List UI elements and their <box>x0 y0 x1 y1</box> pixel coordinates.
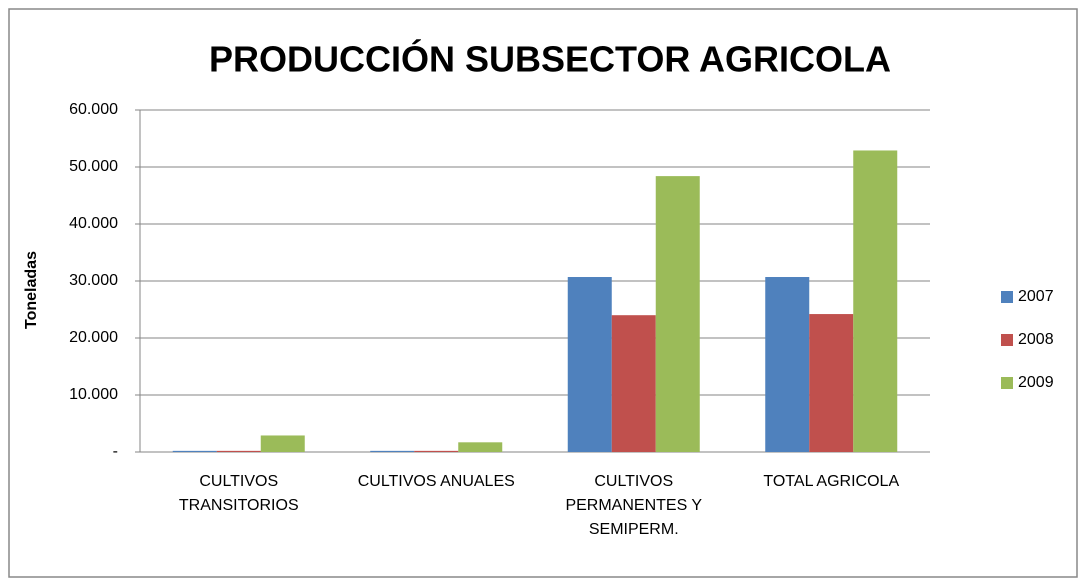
x-tick-label: CULTIVOS TRANSITORIOS <box>178 473 299 514</box>
y-tick-label: 60.000 <box>69 101 118 118</box>
x-tick-label: CULTIVOS PERMANENTES Y SEMIPERM. <box>565 473 703 538</box>
bar <box>260 435 305 452</box>
bar <box>172 450 217 452</box>
y-tick-label: 40.000 <box>69 215 118 232</box>
bar <box>655 176 700 452</box>
legend-swatch <box>1001 334 1013 346</box>
y-tick-label: 30.000 <box>69 272 118 289</box>
bar <box>853 150 898 452</box>
legend-label: 2007 <box>1018 288 1054 305</box>
legend-swatch <box>1001 291 1013 303</box>
y-tick-label: - <box>113 443 118 460</box>
y-tick-label: 20.000 <box>69 329 118 346</box>
bar <box>567 277 612 452</box>
y-tick-label: 50.000 <box>69 158 118 175</box>
bar <box>809 314 854 452</box>
legend-label: 2008 <box>1018 331 1054 348</box>
legend-label: 2009 <box>1018 374 1054 391</box>
bar <box>216 450 261 452</box>
bar <box>414 450 459 452</box>
bar <box>611 315 656 452</box>
bar <box>370 450 415 452</box>
bar <box>458 442 503 452</box>
y-tick-label: 10.000 <box>69 386 118 403</box>
x-tick-label: TOTAL AGRICOLA <box>763 473 900 490</box>
x-tick-label: CULTIVOS ANUALES <box>357 473 515 490</box>
chart-border <box>8 8 1078 578</box>
bar <box>765 277 810 452</box>
legend-swatch <box>1001 377 1013 389</box>
y-axis-label: Toneladas <box>23 251 40 329</box>
chart-title: PRODUCCIÓN SUBSECTOR AGRICOLA <box>209 38 891 80</box>
